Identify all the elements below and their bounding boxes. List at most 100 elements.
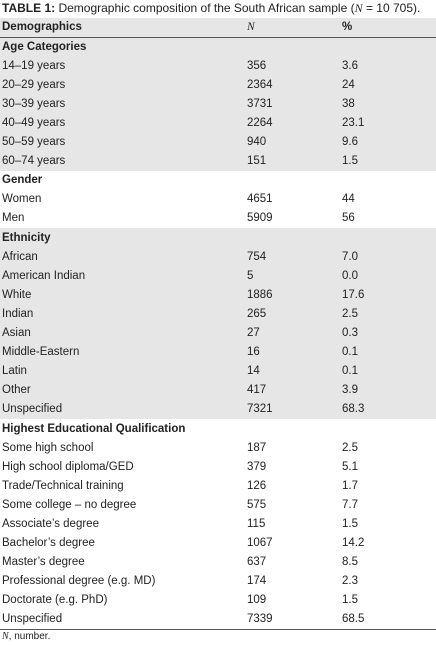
cell: Trade/Technical training	[2, 479, 124, 492]
cell: 7.0	[340, 247, 436, 267]
cell: 50–59 years	[0, 132, 245, 152]
column-header: Demographics	[0, 18, 245, 38]
section-row: Gender	[0, 171, 436, 190]
header-row: Demographics N%	[0, 18, 436, 38]
cell: 60–74 years	[0, 151, 245, 171]
data-row: Professional degree (e.g. MD) 174 2.3	[0, 572, 436, 591]
data-row: African 754 7.0	[0, 247, 436, 267]
footnote: N, number.	[2, 631, 50, 642]
cell: 68.3	[340, 399, 436, 419]
cell: Some high school	[2, 441, 94, 454]
data-row: Some college – no degree 575 7.7	[0, 495, 436, 514]
cell: 7.7	[342, 498, 358, 511]
caption-text: Demographic composition of the South Afr…	[58, 1, 355, 15]
data-row: Asian 27 0.3	[0, 323, 436, 343]
data-row: Men 5909 56	[0, 209, 436, 228]
cell: 30–39 years	[0, 94, 245, 114]
cell: Women	[2, 193, 42, 206]
cell: 1886	[245, 285, 340, 305]
data-row: Master’s degree 637 8.5	[0, 553, 436, 572]
cell: 2364	[245, 75, 340, 95]
cell: 187	[247, 441, 267, 454]
cell: 7339	[247, 613, 273, 626]
data-row: Other 417 3.9	[0, 380, 436, 400]
cell: 27	[245, 323, 340, 343]
cell: Men	[2, 212, 25, 225]
cell: 265	[245, 304, 340, 324]
cell: 174	[247, 575, 267, 588]
data-row: Middle-Eastern 16 0.1	[0, 342, 436, 362]
footnote-text: , number.	[8, 631, 51, 642]
data-row: Doctorate (e.g. PhD) 109 1.5	[0, 591, 436, 610]
data-row: 50–59 years 940 9.6	[0, 132, 436, 152]
cell: 575	[247, 498, 267, 511]
cell: 40–49 years	[0, 113, 245, 133]
cell: 637	[247, 556, 267, 569]
cell: 4651	[247, 193, 273, 206]
caption: TABLE 1: Demographic composition of the …	[2, 1, 420, 16]
cell: 1067	[247, 537, 273, 550]
data-row: 20–29 years 2364 24	[0, 75, 436, 95]
cell: 14	[245, 361, 340, 381]
data-row: High school diploma/GED 379 5.1	[0, 457, 436, 476]
footnote-symbol: N	[2, 631, 9, 642]
section-row: Age Categories	[0, 37, 436, 57]
data-row: Unspecified 7339 68.5	[0, 610, 436, 629]
cell: 2.5	[342, 441, 358, 454]
section-heading: Ethnicity	[0, 228, 436, 248]
cell: 3731	[245, 94, 340, 114]
data-row: 60–74 years 151 1.5	[0, 151, 436, 171]
data-row: Unspecified 7321 68.3	[0, 399, 436, 419]
section-row: Highest Educational Qualification	[0, 419, 436, 438]
cell: Unspecified	[2, 613, 63, 626]
cell: 0.1	[340, 342, 436, 362]
cell: Master’s degree	[2, 556, 85, 569]
data-row: Bachelor’s degree 1067 14.2	[0, 534, 436, 553]
cell: 0.1	[340, 361, 436, 381]
cell: 417	[245, 380, 340, 400]
cell: 17.6	[340, 285, 436, 305]
cell: 0.0	[340, 266, 436, 286]
cell: 1.5	[340, 151, 436, 171]
cell: 8.5	[342, 556, 358, 569]
cell: 2.3	[342, 575, 358, 588]
cell: Indian	[0, 304, 245, 324]
cell: Latin	[0, 361, 245, 381]
cell: 56	[342, 212, 355, 225]
cell: 754	[245, 247, 340, 267]
cell: 1.7	[342, 479, 358, 492]
cell: Some college – no degree	[2, 498, 137, 511]
cell: Doctorate (e.g. PhD)	[2, 594, 108, 607]
cell: 151	[245, 151, 340, 171]
cell: 23.1	[340, 113, 436, 133]
cell: 126	[247, 479, 267, 492]
cell: 940	[245, 132, 340, 152]
cell: 1.5	[342, 594, 358, 607]
section-heading: Highest Educational Qualification	[2, 422, 186, 435]
cell: 5	[245, 266, 340, 286]
cell: High school diploma/GED	[2, 460, 134, 473]
data-row: Trade/Technical training 126 1.7	[0, 476, 436, 495]
cell: 24	[340, 75, 436, 95]
cell: American Indian	[0, 266, 245, 286]
cell: 68.5	[342, 613, 365, 626]
cell: African	[0, 247, 245, 267]
cell: Asian	[0, 323, 245, 343]
cell: 44	[342, 193, 355, 206]
data-row: 40–49 years 2264 23.1	[0, 113, 436, 133]
data-row: Indian 265 2.5	[0, 304, 436, 324]
caption-label: TABLE 1:	[2, 1, 56, 15]
cell: 2264	[245, 113, 340, 133]
data-row: 14–19 years 356 3.6	[0, 56, 436, 76]
data-row: Women 4651 44	[0, 190, 436, 209]
column-header: %	[340, 18, 436, 38]
section-heading: Gender	[2, 174, 43, 187]
cell: Professional degree (e.g. MD)	[2, 575, 156, 588]
table: Demographics N% Age Categories 14–19 years 3…	[0, 18, 436, 630]
cell: 7321	[245, 399, 340, 419]
cell: White	[0, 285, 245, 305]
data-row: Latin 14 0.1	[0, 361, 436, 381]
section-heading: Age Categories	[0, 37, 436, 57]
cell: 14–19 years	[0, 56, 245, 76]
cell: 379	[247, 460, 267, 473]
